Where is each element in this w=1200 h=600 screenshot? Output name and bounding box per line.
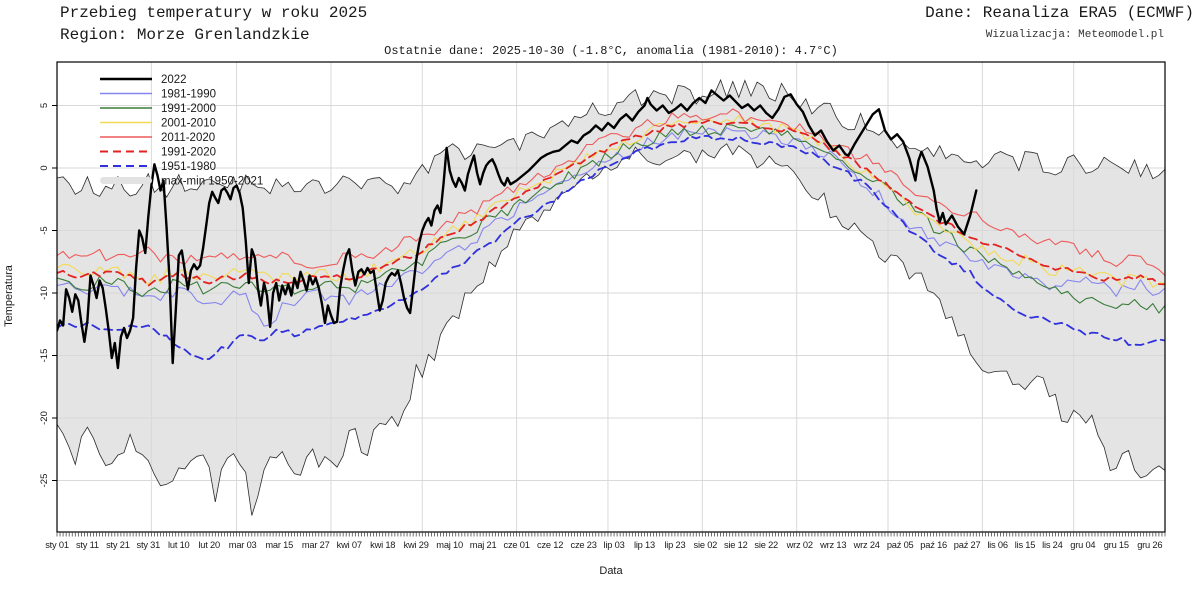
y-axis: 5 0 -5 -10 -15 -20 -25 xyxy=(39,103,57,488)
series-1981-1990 xyxy=(57,127,1165,327)
x-tick-label: mar 27 xyxy=(302,540,330,550)
x-tick-label: kwi 18 xyxy=(370,540,395,550)
y-tick-label: -5 xyxy=(39,226,50,234)
legend-label: 2001-2010 xyxy=(161,118,216,130)
legend-label: 2011-2020 xyxy=(161,132,215,144)
y-tick-label: 0 xyxy=(39,165,50,170)
x-tick-label: cze 23 xyxy=(571,540,597,550)
x-tick-label: cze 12 xyxy=(537,540,563,550)
x-tick-label: lis 06 xyxy=(987,540,1008,550)
chart-title: Przebieg temperatury w roku 2025 xyxy=(60,4,368,22)
legend-item-2001-2010: 2001-2010 xyxy=(100,118,216,130)
x-tick-label: lip 03 xyxy=(604,540,625,550)
x-tick-label: sty 21 xyxy=(106,540,130,550)
legend-label: 1951-1980 xyxy=(161,161,216,173)
legend-item-2022: 2022 xyxy=(100,74,187,86)
x-axis: sty 01 sty 11 sty 21 sty 31 lut 10 lut 20 mar … xyxy=(45,532,1166,550)
legend-item-1981-1990: 1981-1990 xyxy=(100,89,216,101)
last-data-note: Ostatnie dane: 2025-10-30 (-1.8°C, anoma… xyxy=(384,44,838,58)
x-tick-label: maj 10 xyxy=(436,540,463,550)
y-tick-label: 5 xyxy=(39,103,50,108)
x-tick-label: paź 05 xyxy=(887,540,914,550)
x-tick-label: lut 10 xyxy=(168,540,190,550)
legend-band-swatch xyxy=(100,177,152,184)
legend-label: 1991-2000 xyxy=(161,103,216,115)
x-tick-label: mar 15 xyxy=(265,540,293,550)
x-tick-label: lip 13 xyxy=(634,540,655,550)
x-tick-label: lut 20 xyxy=(198,540,220,550)
x-axis-title: Data xyxy=(599,565,623,577)
x-tick-label: mar 03 xyxy=(229,540,257,550)
band-min-edge xyxy=(57,143,1165,516)
x-tick-label: sie 22 xyxy=(754,540,778,550)
x-tick-label: cze 01 xyxy=(504,540,530,550)
series-1991-2020 xyxy=(57,119,1165,287)
x-tick-label: lis 15 xyxy=(1015,540,1036,550)
x-tick-label: maj 21 xyxy=(470,540,497,550)
x-tick-label: wrz 24 xyxy=(853,540,880,550)
series-1951-1980 xyxy=(57,134,1165,361)
series-2022 xyxy=(57,89,978,370)
x-tick-label: sty 31 xyxy=(137,540,161,550)
chart-region-subtitle: Region: Morze Grenlandzkie xyxy=(60,26,310,44)
y-tick-label: -15 xyxy=(39,349,50,363)
x-tick-label: wrz 02 xyxy=(786,540,813,550)
x-tick-label: paź 16 xyxy=(920,540,947,550)
x-tick-label: paź 27 xyxy=(954,540,981,550)
x-tick-label: sie 02 xyxy=(694,540,718,550)
legend-label: max-min 1950-2021 xyxy=(161,176,263,188)
legend-label: 1981-1990 xyxy=(161,89,216,101)
x-tick-label: gru 26 xyxy=(1137,540,1162,550)
legend-label: 1991-2020 xyxy=(161,147,216,159)
x-tick-label: sty 01 xyxy=(45,540,69,550)
legend-item-1951-1980: 1951-1980 xyxy=(100,161,216,173)
legend-item-1991-2020: 1991-2020 xyxy=(100,147,216,159)
x-tick-label: gru 15 xyxy=(1104,540,1129,550)
y-tick-label: -20 xyxy=(39,411,50,425)
visualization-credit: Wizualizacja: Meteomodel.pl xyxy=(985,29,1164,41)
x-tick-label: sty 11 xyxy=(76,540,99,550)
plot-layers xyxy=(57,62,1165,532)
legend: 2022 1981-1990 1991-2000 2001-2010 2011-2020… xyxy=(100,74,263,188)
series-2001-2010 xyxy=(57,115,1165,288)
x-tick-label: kwi 29 xyxy=(404,540,429,550)
data-source-label: Dane: Reanaliza ERA5 (ECMWF) xyxy=(925,4,1194,22)
x-tick-label: sie 12 xyxy=(724,540,748,550)
x-tick-label: lip 23 xyxy=(664,540,685,550)
legend-label: 2022 xyxy=(161,74,187,86)
legend-item-1991-2000: 1991-2000 xyxy=(100,103,216,115)
x-tick-label: lis 24 xyxy=(1042,540,1063,550)
band-max-edge xyxy=(57,78,1165,198)
legend-item-max-min-1950-2021: max-min 1950-2021 xyxy=(100,176,263,188)
legend-item-2011-2020: 2011-2020 xyxy=(100,132,215,144)
y-tick-label: -25 xyxy=(39,474,50,488)
series-2011-2020 xyxy=(57,108,1165,277)
y-tick-label: -10 xyxy=(39,286,50,300)
x-tick-label: gru 04 xyxy=(1070,540,1095,550)
x-tick-label: kwi 07 xyxy=(337,540,362,550)
series-1991-2000 xyxy=(57,123,1165,314)
x-tick-label: wrz 13 xyxy=(819,540,846,550)
